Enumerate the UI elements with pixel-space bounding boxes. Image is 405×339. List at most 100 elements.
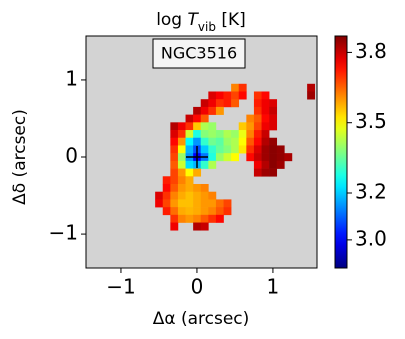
cell [185, 168, 194, 177]
cell [246, 153, 255, 162]
cell [223, 91, 232, 100]
cell [253, 168, 262, 177]
cell [215, 153, 224, 162]
cell [261, 130, 270, 139]
cell [177, 122, 186, 131]
cell [231, 145, 240, 154]
cell [269, 99, 278, 108]
cell [246, 145, 255, 154]
cell [177, 191, 186, 200]
cell [208, 137, 217, 146]
cell [200, 222, 209, 231]
title-subscript: vib [198, 20, 216, 34]
cell [208, 199, 217, 208]
cell [223, 207, 232, 216]
cell [208, 106, 217, 115]
cell [231, 83, 240, 92]
cell [193, 191, 202, 200]
cell [246, 130, 255, 139]
cell [269, 106, 278, 115]
y-tick-label: −1 [49, 221, 78, 245]
cell [170, 122, 179, 131]
cell [162, 191, 171, 200]
cell [200, 114, 209, 123]
cell [155, 199, 164, 208]
cell [215, 207, 224, 216]
cell [223, 137, 232, 146]
cell [177, 176, 186, 185]
title-part: [K] [216, 10, 246, 30]
cell [170, 145, 179, 154]
x-tick-label: 0 [191, 275, 204, 299]
cell [215, 145, 224, 154]
cell [223, 153, 232, 162]
cell [276, 145, 285, 154]
cell [177, 137, 186, 146]
cell [215, 130, 224, 139]
cell [170, 207, 179, 216]
cell [162, 207, 171, 216]
cell [170, 137, 179, 146]
cell [177, 199, 186, 208]
cell [185, 122, 194, 131]
cell [200, 207, 209, 216]
axes-frame [85, 35, 318, 269]
x-axis-label: Δα (arcsec) [153, 309, 250, 329]
cell [193, 222, 202, 231]
colorbar-tick-label: 3.5 [355, 109, 387, 133]
cell [208, 130, 217, 139]
cell [238, 145, 247, 154]
cell [200, 160, 209, 169]
cell [162, 176, 171, 185]
cell [170, 222, 179, 231]
cell [200, 106, 209, 115]
cell [208, 191, 217, 200]
cell [269, 114, 278, 123]
cell [215, 99, 224, 108]
cell [246, 114, 255, 123]
cell [185, 114, 194, 123]
cell [238, 91, 247, 100]
colorbar-tick-label: 3.0 [355, 226, 387, 250]
cell [238, 83, 247, 92]
cell [185, 199, 194, 208]
cell [193, 214, 202, 223]
x-tick-label: −1 [106, 275, 135, 299]
cell [200, 145, 209, 154]
cell [261, 137, 270, 146]
cell [208, 145, 217, 154]
title-symbol: T [188, 10, 200, 30]
cell [200, 183, 209, 192]
cell [200, 199, 209, 208]
cell [177, 153, 186, 162]
annotation-box [152, 38, 246, 69]
cell [193, 106, 202, 115]
cell [170, 214, 179, 223]
cell [253, 114, 262, 123]
cell [269, 137, 278, 146]
cell [269, 160, 278, 169]
cell [170, 183, 179, 192]
cell [253, 137, 262, 146]
cell [177, 160, 186, 169]
cell [177, 183, 186, 192]
cell [223, 145, 232, 154]
cell [170, 191, 179, 200]
cell [185, 183, 194, 192]
x-tick-label: 1 [267, 275, 280, 299]
cell [269, 168, 278, 177]
cell [193, 130, 202, 139]
cell [261, 106, 270, 115]
cell [208, 160, 217, 169]
cell [208, 207, 217, 216]
cell [185, 176, 194, 185]
cell [261, 168, 270, 177]
cell [193, 114, 202, 123]
cell [208, 122, 217, 131]
cell [193, 168, 202, 177]
cell [208, 99, 217, 108]
cell [215, 214, 224, 223]
y-tick-label: 0 [65, 144, 78, 168]
cell [261, 145, 270, 154]
annotation: NGC3516 [161, 44, 237, 63]
